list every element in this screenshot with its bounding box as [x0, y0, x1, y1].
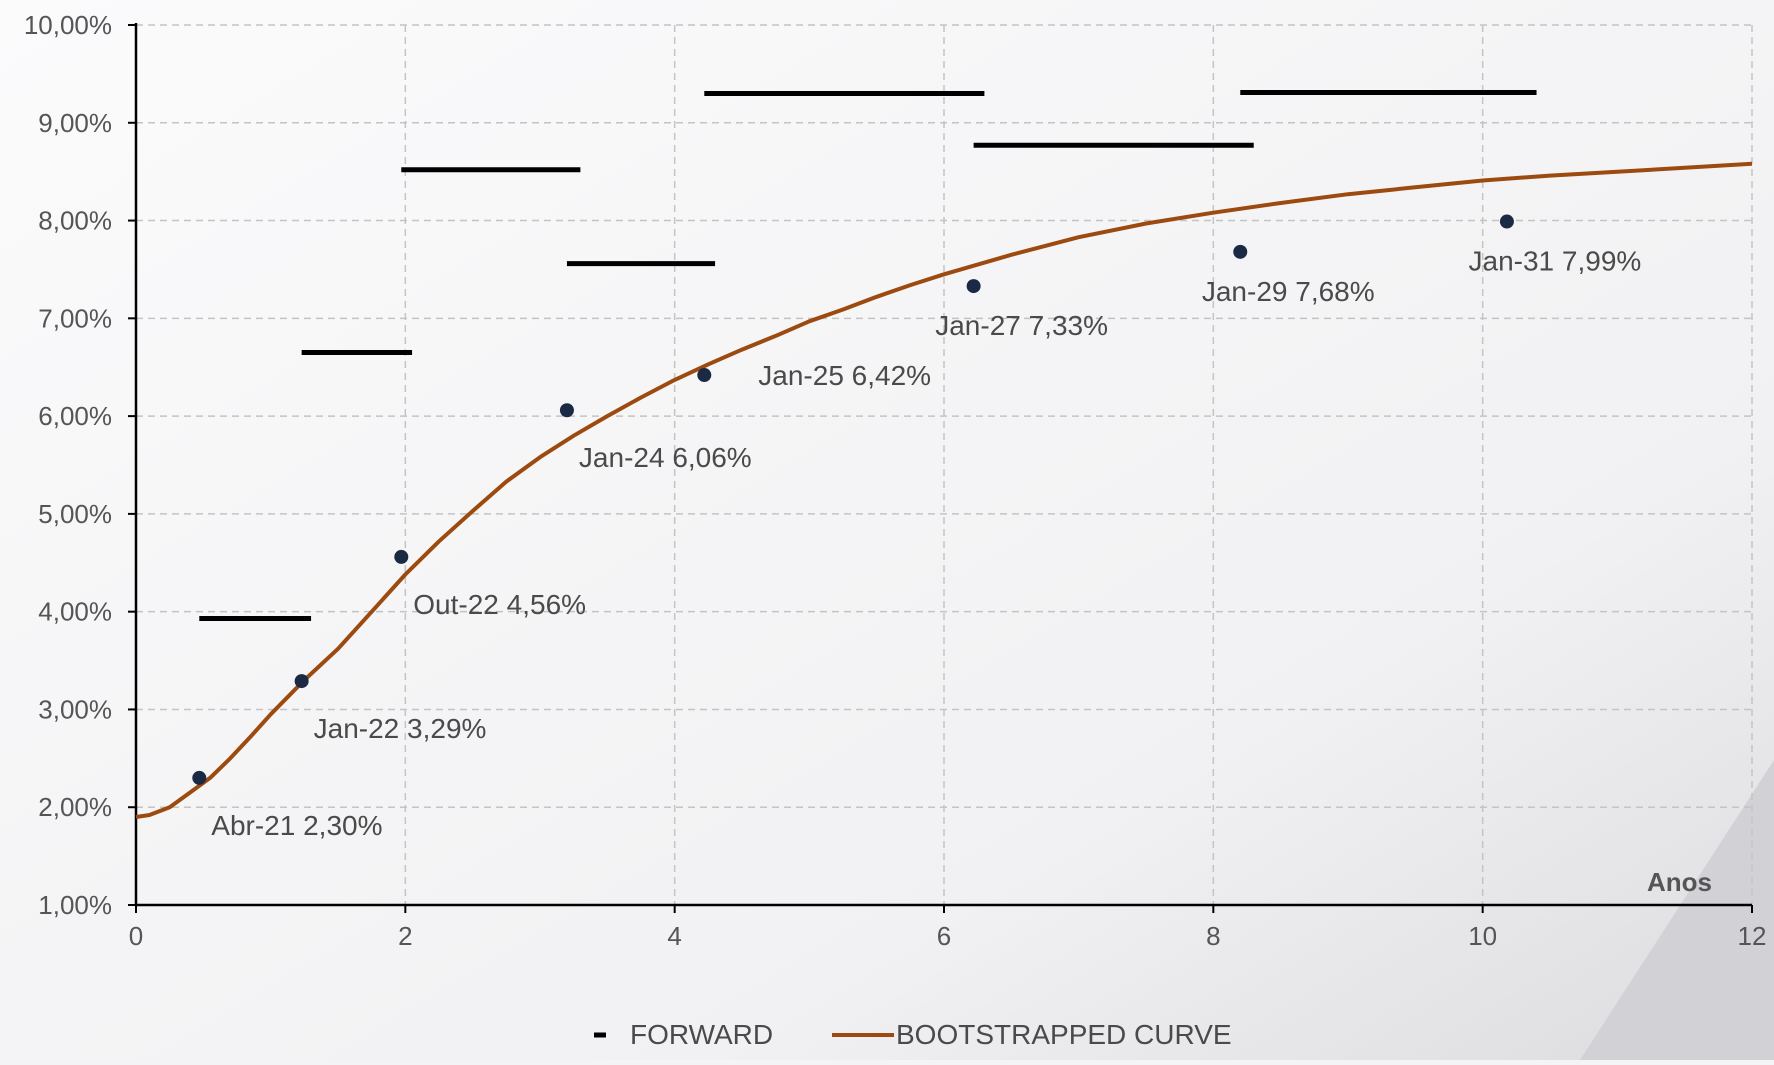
y-tick-label: 4,00% [38, 597, 112, 627]
data-label: Jan-22 3,29% [314, 713, 487, 744]
y-tick-label: 2,00% [38, 792, 112, 822]
y-tick-label: 7,00% [38, 303, 112, 333]
data-point [394, 549, 409, 564]
x-tick-label: 10 [1468, 921, 1497, 951]
bootstrapped-curve-series [135, 161, 1753, 819]
x-tick-label: 12 [1738, 921, 1767, 951]
data-label: Jan-25 6,42% [758, 360, 931, 391]
y-tick-label: 3,00% [38, 694, 112, 724]
legend: FORWARD BOOTSTRAPPED CURVE [594, 1019, 1232, 1050]
data-label: Jan-29 7,68% [1202, 276, 1375, 307]
data-point [1499, 214, 1514, 229]
x-tick-label: 2 [398, 921, 412, 951]
y-tick-label: 10,00% [24, 10, 112, 40]
data-point [697, 368, 712, 383]
data-point [966, 279, 981, 294]
data-label: Abr-21 2,30% [211, 810, 382, 841]
data-point [192, 770, 207, 785]
y-tick-label: 1,00% [38, 890, 112, 920]
y-tick-label: 8,00% [38, 206, 112, 236]
grid [136, 24, 1753, 905]
x-tick-label: 6 [937, 921, 951, 951]
y-tick-label: 6,00% [38, 401, 112, 431]
x-tick-label: 0 [129, 921, 143, 951]
x-axis-label: Anos [1647, 867, 1712, 897]
legend-curve-label: BOOTSTRAPPED CURVE [896, 1019, 1232, 1050]
y-tick-label: 9,00% [38, 108, 112, 138]
data-label: Jan-27 7,33% [935, 310, 1108, 341]
corner-decoration [1580, 760, 1774, 1060]
x-tick-label: 4 [667, 921, 681, 951]
point-labels: Abr-21 2,30% Jan-22 3,29% Out-22 4,56% Jan-… [211, 246, 1641, 841]
data-label: Out-22 4,56% [413, 589, 586, 620]
x-tick-label: 8 [1206, 921, 1220, 951]
legend-forward-label: FORWARD [630, 1019, 773, 1050]
bootstrapped-curve-line [135, 161, 1753, 819]
y-tick-label: 5,00% [38, 499, 112, 529]
data-point [294, 674, 309, 689]
data-point [1233, 244, 1248, 259]
forward-series [199, 89, 1537, 622]
data-label: Jan-24 6,06% [579, 442, 752, 473]
axes: 1,00% 2,00% 3,00% 4,00% 5,00% 6,00% 7,00% 8,00%… [24, 10, 1767, 951]
data-points [192, 214, 1514, 785]
data-point [559, 403, 574, 418]
data-label: Jan-31 7,99% [1469, 246, 1642, 277]
